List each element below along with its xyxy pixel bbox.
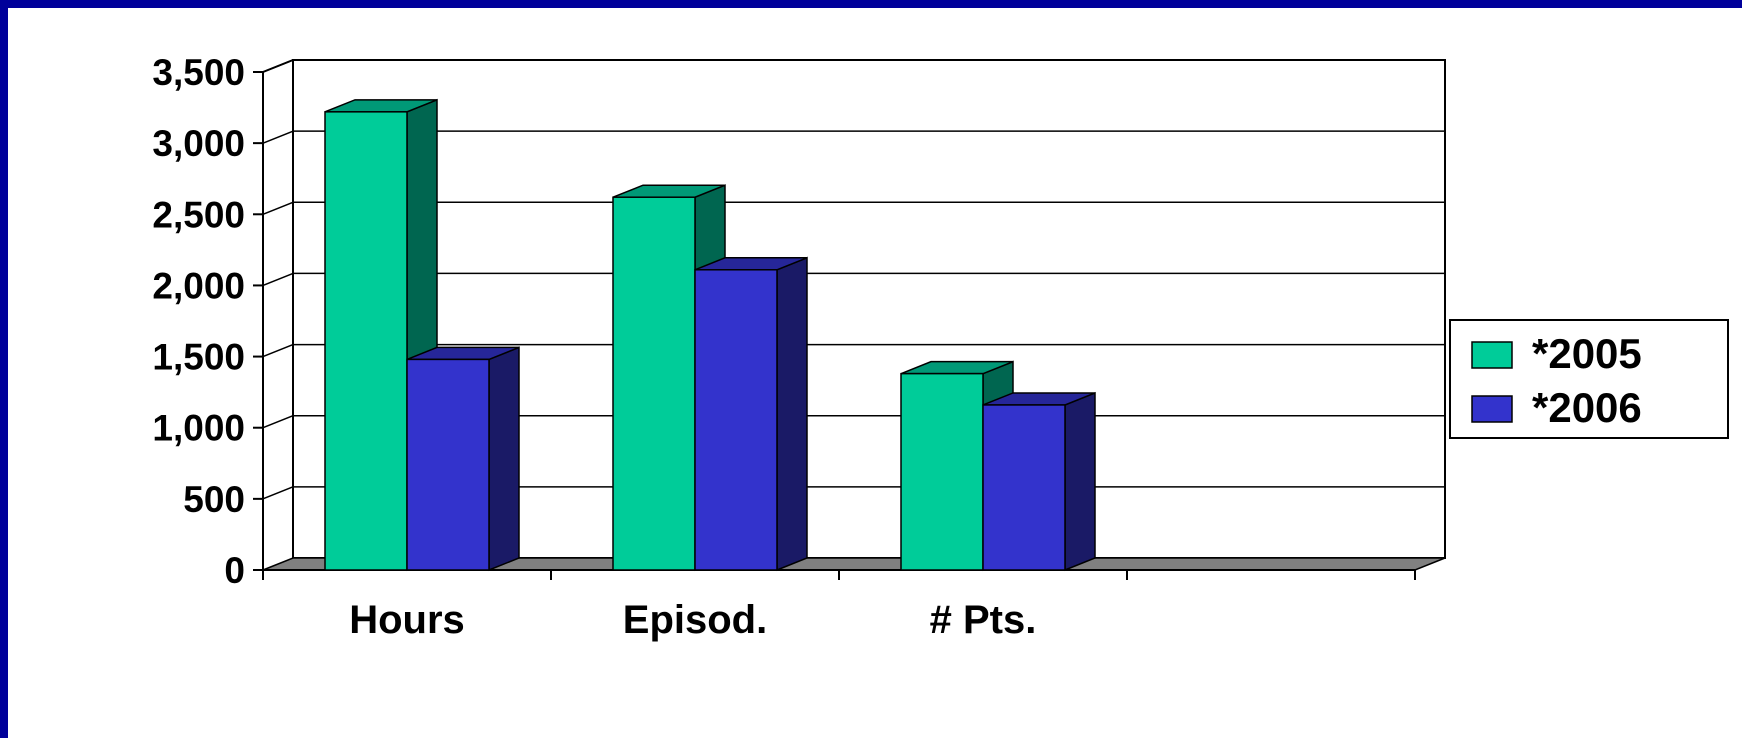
gridline-side (263, 345, 293, 357)
bar-2006-0 (407, 347, 519, 570)
legend-swatch (1472, 342, 1512, 368)
y-tick-label: 1,000 (152, 408, 245, 449)
bar-front (325, 112, 407, 570)
legend-label: *2005 (1532, 330, 1642, 377)
y-tick-label: 500 (183, 479, 245, 520)
gridline-side (263, 131, 293, 143)
bar-side (1065, 393, 1095, 570)
bar-front (407, 359, 489, 570)
bar-2006-2 (983, 393, 1095, 570)
gridline-side (263, 273, 293, 285)
bar-front (901, 374, 983, 570)
y-tick-label: 2,500 (152, 194, 245, 235)
gridline-side (263, 487, 293, 499)
y-tick-label: 3,000 (152, 123, 245, 164)
gridline-side (263, 60, 293, 72)
x-tick-label: Hours (349, 598, 465, 642)
legend-swatch (1472, 396, 1512, 422)
y-tick-label: 1,500 (152, 337, 245, 378)
gridline-side (263, 202, 293, 214)
gridline-side (263, 416, 293, 428)
bars (325, 100, 1095, 570)
y-tick-labels: 0 500 1,000 1,500 2,000 2,500 3,000 3,500 (152, 52, 245, 591)
y-tick-label: 3,500 (152, 52, 245, 93)
y-tick-label: 2,000 (152, 265, 245, 306)
x-tick-label: # Pts. (930, 598, 1037, 642)
x-tick-label: Episod. (623, 598, 767, 642)
bar-front (613, 197, 695, 570)
bar-chart: 0 500 1,000 1,500 2,000 2,500 3,000 3,500 Hours… (8, 8, 1742, 738)
bar-front (983, 405, 1065, 570)
bar-front (695, 270, 777, 570)
bar-side (489, 347, 519, 570)
x-tick-labels: Hours Episod. # Pts. (349, 598, 1036, 642)
y-tick-label: 0 (224, 550, 245, 591)
bar-2006-1 (695, 258, 807, 570)
legend-label: *2006 (1532, 384, 1642, 431)
chart-frame: 0 500 1,000 1,500 2,000 2,500 3,000 3,500 Hours… (8, 8, 1742, 738)
bar-side (777, 258, 807, 570)
legend: *2005 *2006 (1450, 320, 1728, 438)
